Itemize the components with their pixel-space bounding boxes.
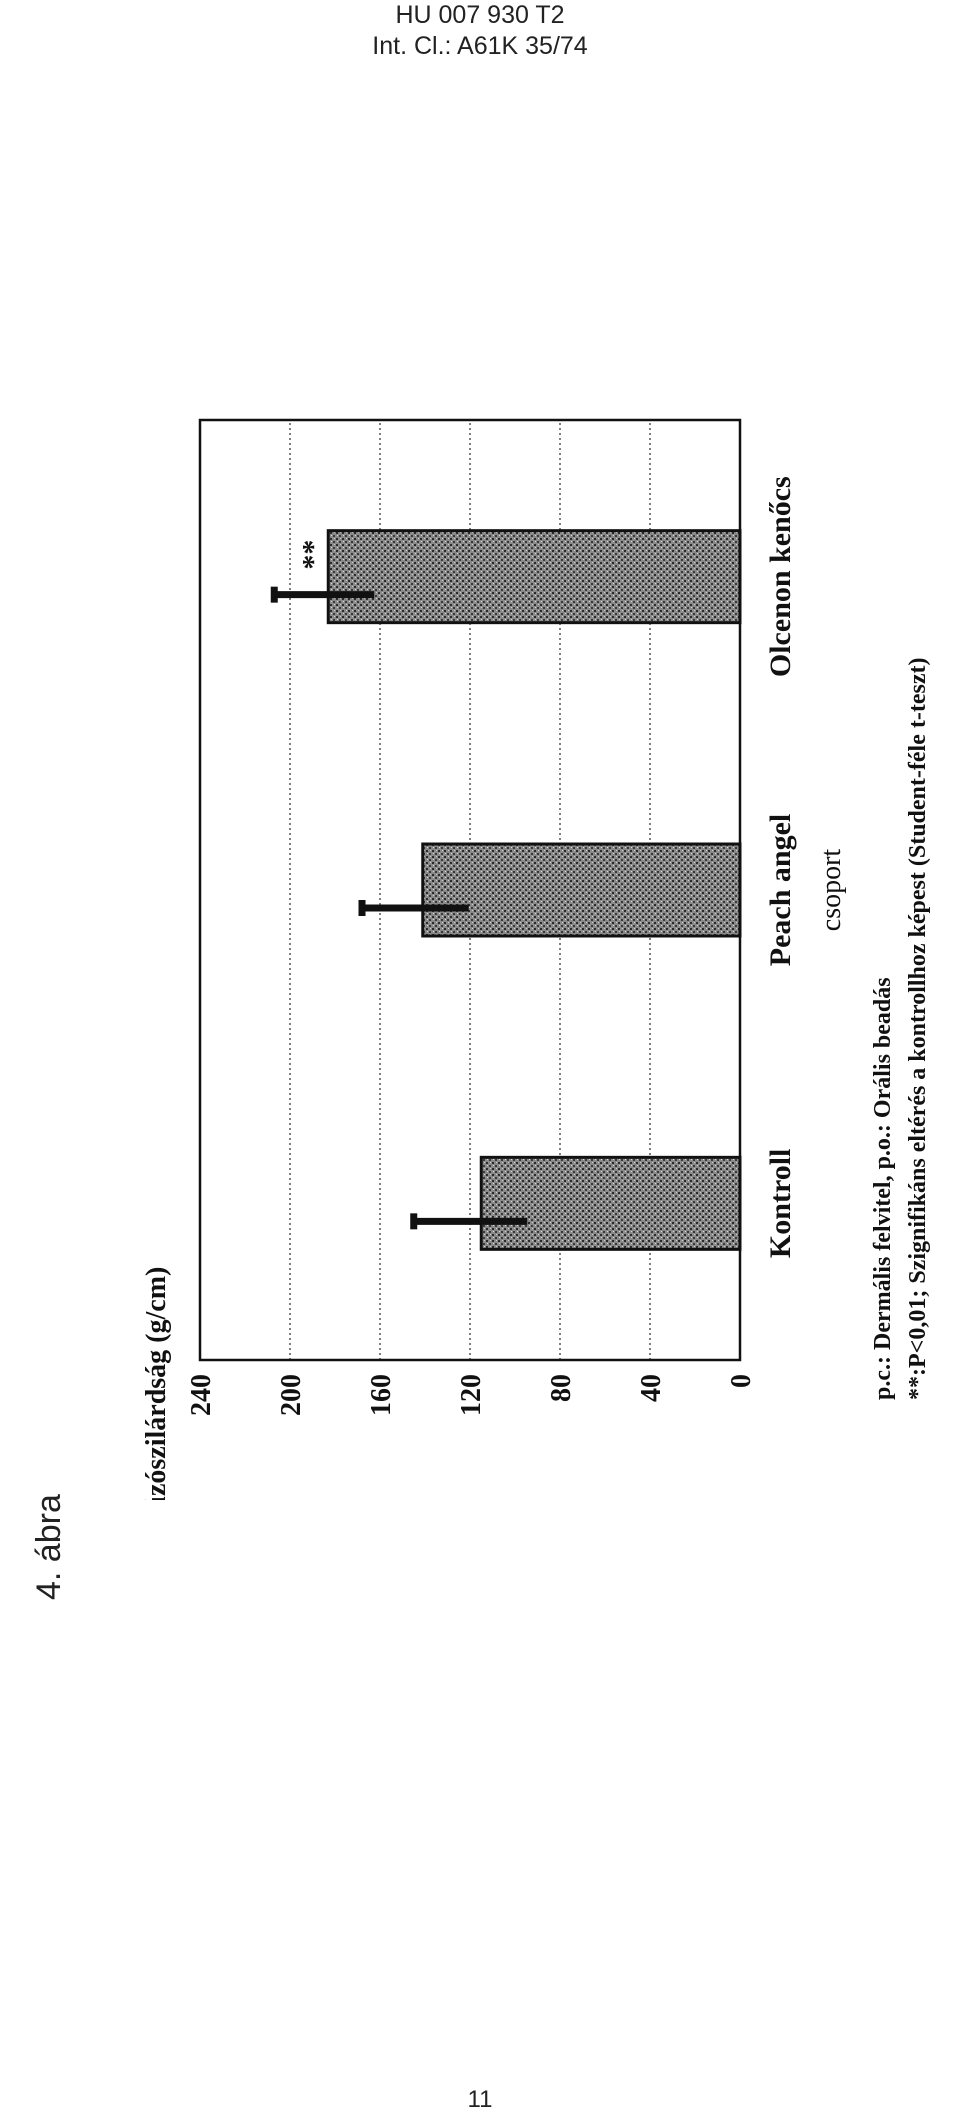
document-header: HU 007 930 T2 Int. Cl.: A61K 35/74 bbox=[0, 0, 960, 62]
bar bbox=[421, 842, 742, 938]
y-axis-label: Húzószilárdság (g/cm) bbox=[141, 1267, 172, 1500]
x-tick-labels: Kontroll Peach angel Olcenon kenőcs bbox=[764, 476, 797, 1258]
bar-chart-svg: ** 0 40 80 120 160 200 240 Kontroll Peach angel… bbox=[141, 418, 931, 1533]
x-tick-label: Peach angel bbox=[764, 814, 797, 966]
significance-annotation: ** bbox=[296, 540, 329, 570]
y-tick-label: 120 bbox=[456, 1374, 487, 1416]
y-tick-label: 240 bbox=[186, 1374, 217, 1416]
classification-code: Int. Cl.: A61K 35/74 bbox=[372, 32, 588, 60]
y-tick-label: 160 bbox=[366, 1374, 397, 1416]
bar bbox=[326, 529, 742, 625]
plot-frame bbox=[198, 418, 742, 1362]
page-number: 11 bbox=[467, 2086, 493, 2113]
chart-rotation-group: ** 0 40 80 120 160 200 240 Kontroll Peach angel… bbox=[141, 418, 931, 1533]
footnote-abbreviations: p.c.: Dermális felvitel, p.o.: Orális be… bbox=[870, 977, 896, 1400]
footnote-significance: **:P<0,01; Szignifikáns eltérés a kontro… bbox=[905, 658, 931, 1400]
y-tick-labels: 0 40 80 120 160 200 240 bbox=[186, 1374, 757, 1416]
bars bbox=[326, 529, 742, 1251]
x-axis-label: csoport bbox=[816, 849, 847, 932]
document-number: HU 007 930 T2 bbox=[395, 1, 565, 29]
bar bbox=[479, 1155, 742, 1251]
x-tick-label: Kontroll bbox=[764, 1149, 797, 1258]
error-bars: ** bbox=[270, 540, 528, 1230]
y-tick-label: 200 bbox=[276, 1374, 307, 1416]
y-tick-label: 80 bbox=[546, 1374, 577, 1402]
x-tick-label: Olcenon kenőcs bbox=[764, 476, 797, 677]
y-tick-label: 40 bbox=[636, 1374, 667, 1402]
y-tick-label: 0 bbox=[726, 1374, 757, 1388]
figure-label: 4. ábra bbox=[30, 1494, 68, 1600]
rotated-bar-chart: ** 0 40 80 120 160 200 240 Kontroll Peach angel… bbox=[120, 380, 960, 1533]
